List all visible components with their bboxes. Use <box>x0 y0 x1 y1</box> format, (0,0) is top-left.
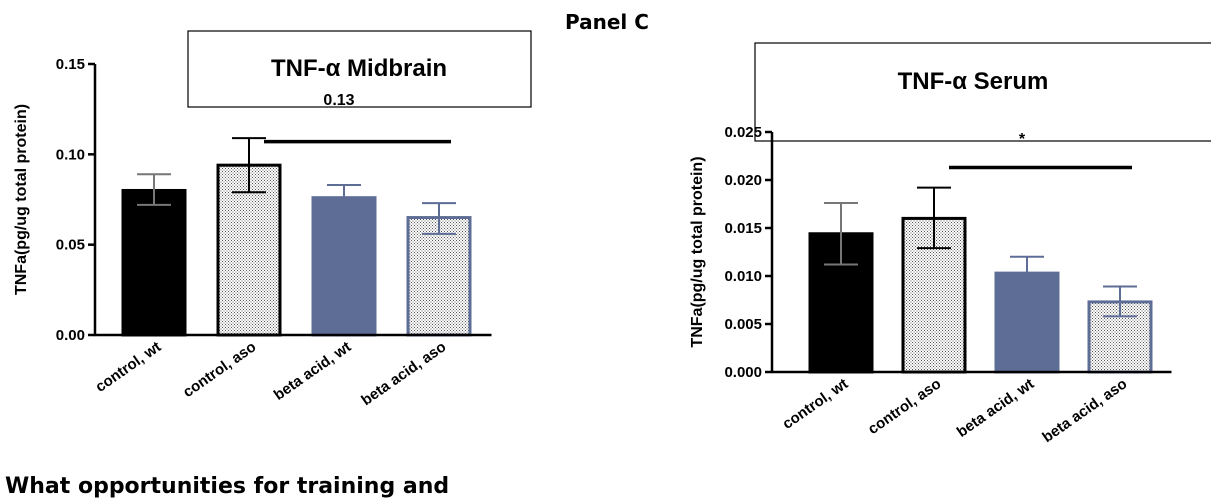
chart1-ytick-label-2: 0.10 <box>56 146 85 163</box>
chart2-category-label-3: beta acid, wt <box>954 375 1038 441</box>
chart1-y-axis-title: TNFa(pg/ug total protein) <box>13 104 30 295</box>
chart1-bar-3 <box>311 196 377 337</box>
panel-title: Panel C <box>565 10 649 34</box>
chart1-category-label-2: control, aso <box>180 338 259 401</box>
chart1-significance-label: 0.13 <box>323 92 354 109</box>
chart2-significance-label: * <box>1019 131 1026 148</box>
chart2-title: TNF-α Serum <box>898 68 1049 95</box>
chart2-ytick-label-3: 0.015 <box>724 220 762 237</box>
chart2-y-axis-title: TNFa(pg/ug total protein) <box>689 156 706 347</box>
chart2-ytick-label-0: 0.000 <box>724 364 762 381</box>
chart1-bar-4 <box>406 216 472 337</box>
chart2-title-box <box>754 42 1211 142</box>
chart2-category-label-1: control, wt <box>779 375 851 432</box>
chart1-category-label-1: control, wt <box>92 338 164 395</box>
chart1-ytick-label-3: 0.15 <box>56 56 85 73</box>
chart2-ytick-label-4: 0.020 <box>724 172 762 189</box>
chart1-title-box <box>187 30 532 108</box>
chart1-bar-1 <box>121 188 187 337</box>
chart2-category-label-2: control, aso <box>865 375 944 438</box>
chart1-ytick-label-1: 0.05 <box>56 237 85 254</box>
chart2-ytick-label-1: 0.005 <box>724 316 762 333</box>
chart1-title: TNF-α Midbrain <box>271 55 447 82</box>
chart2-category-label-4: beta acid, aso <box>1039 375 1130 446</box>
chart2-ytick-label-2: 0.010 <box>724 268 762 285</box>
chart1-category-label-4: beta acid, aso <box>358 338 449 409</box>
chart2-ytick-label-5: 0.025 <box>724 124 762 141</box>
chart1-ytick-label-0: 0.00 <box>56 327 85 344</box>
chart1-category-label-3: beta acid, wt <box>271 338 355 404</box>
